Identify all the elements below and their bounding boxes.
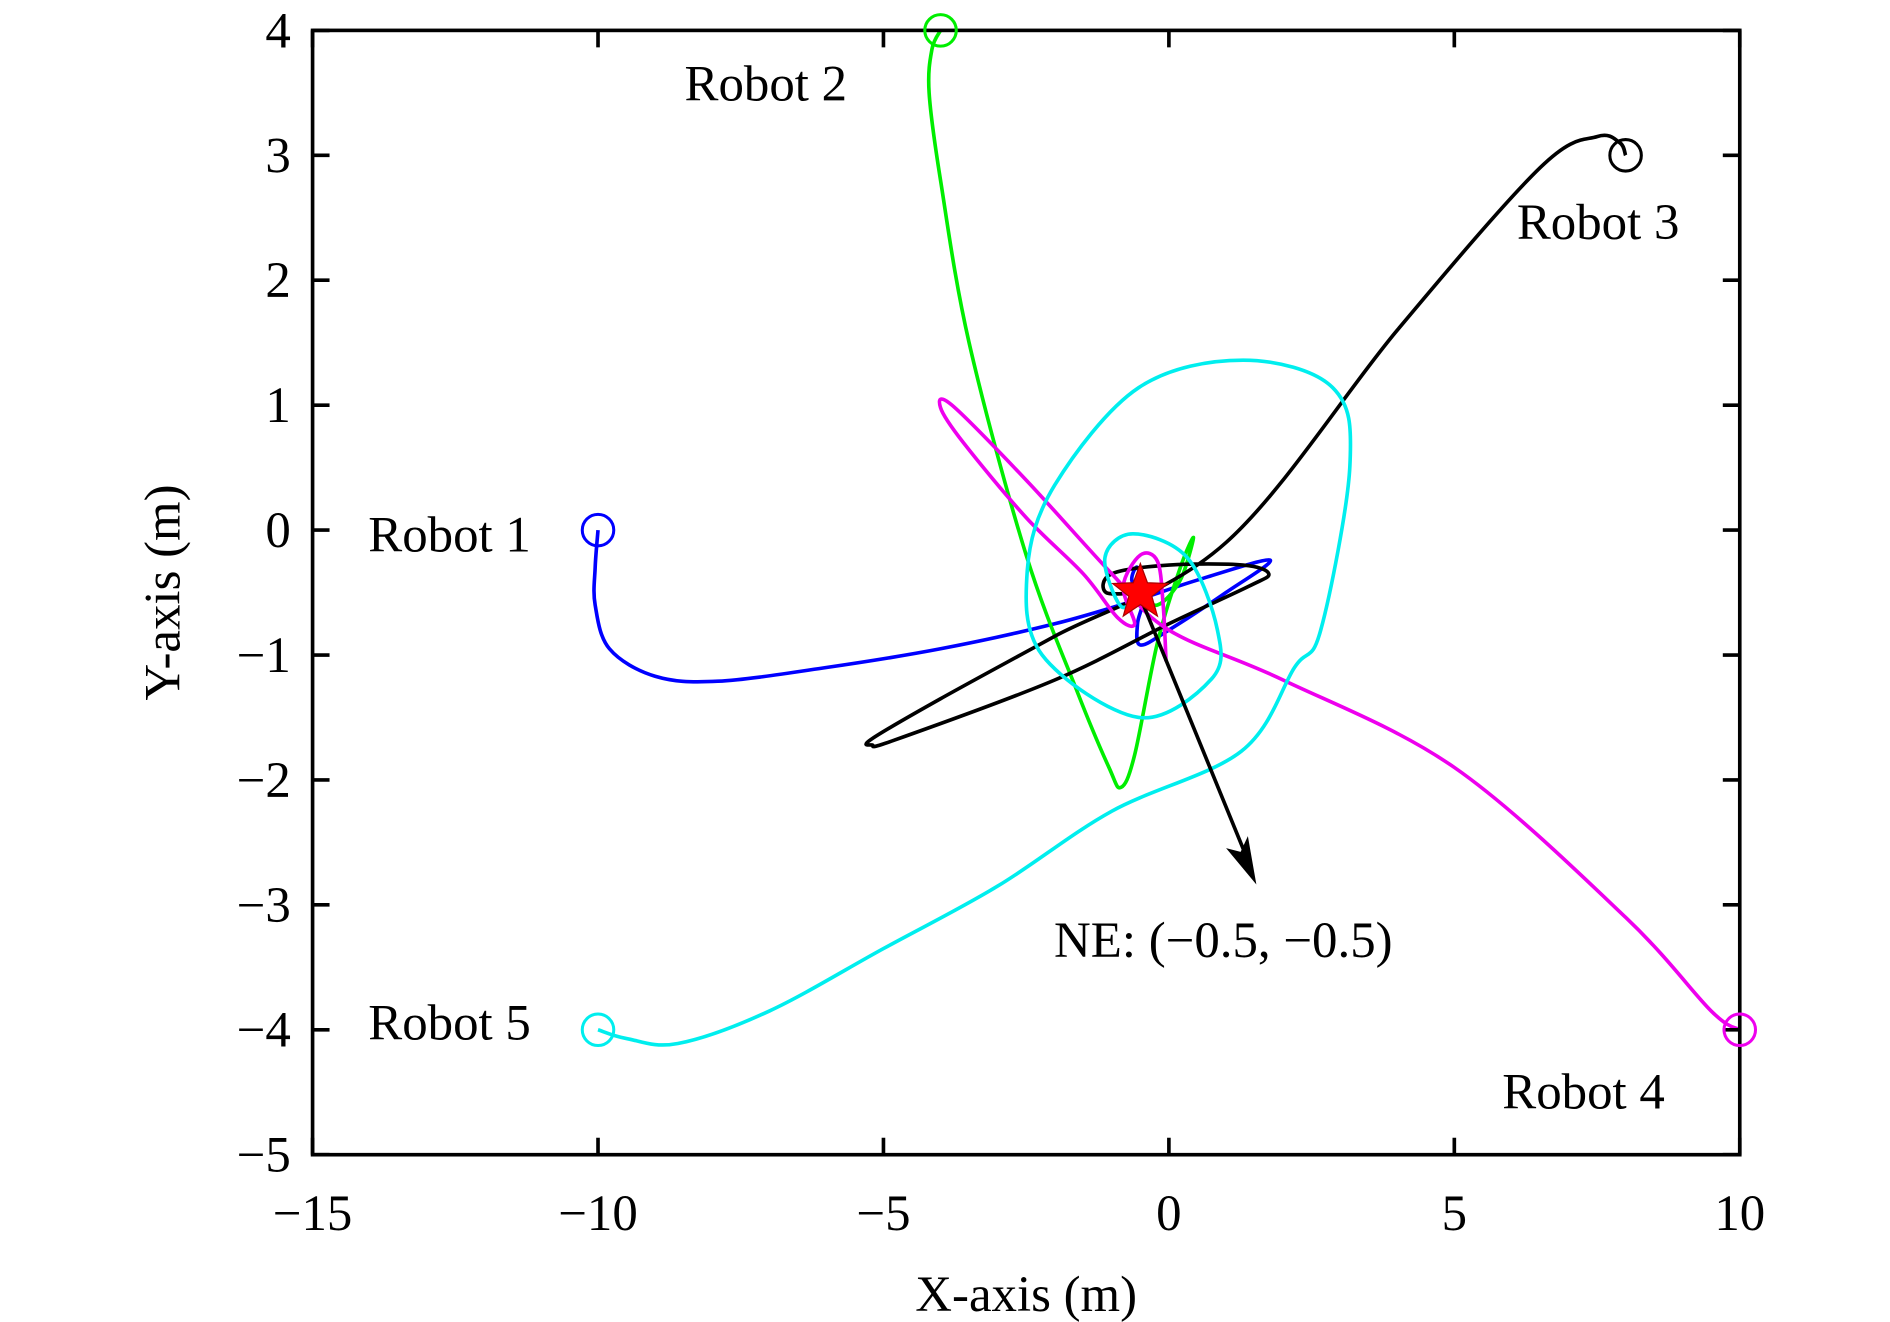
y-tick-label: 2 bbox=[265, 253, 290, 309]
x-tick-label: 5 bbox=[1442, 1186, 1467, 1242]
x-tick-label: −10 bbox=[558, 1186, 638, 1242]
y-tick-label: −4 bbox=[237, 1003, 291, 1059]
start-markers bbox=[580, 13, 1758, 1048]
ne-label: NE: (−0.5, −0.5) bbox=[1054, 913, 1393, 969]
trajectory-robot-5 bbox=[597, 358, 1353, 1047]
label-robot-1: Robot 1 bbox=[368, 507, 531, 563]
y-tick-label: 4 bbox=[265, 3, 290, 59]
x-axis-label: X-axis (m) bbox=[915, 1267, 1137, 1322]
x-tick-label: 10 bbox=[1714, 1186, 1765, 1242]
y-tick-label: −2 bbox=[237, 753, 291, 809]
trajectory-robot-2 bbox=[926, 29, 1196, 790]
start-marker-robot-4 bbox=[1722, 1012, 1758, 1048]
y-tick-label: −1 bbox=[237, 628, 291, 684]
start-marker-robot-2 bbox=[923, 13, 958, 48]
ne-arrowhead-icon bbox=[1226, 836, 1257, 885]
x-tick-label: 0 bbox=[1156, 1186, 1181, 1242]
y-tick-label: 3 bbox=[265, 128, 290, 184]
start-marker-robot-3 bbox=[1608, 138, 1643, 173]
y-tick-label: −3 bbox=[237, 878, 291, 934]
label-robot-2: Robot 2 bbox=[685, 57, 848, 113]
label-robot-5: Robot 5 bbox=[368, 996, 531, 1052]
trajectory-robot-4 bbox=[937, 397, 1741, 1032]
y-tick-label: 0 bbox=[265, 503, 290, 559]
ne-arrow-shaft bbox=[1137, 593, 1250, 861]
y-tick-label: −5 bbox=[237, 1128, 291, 1184]
trajectories bbox=[592, 29, 1741, 1047]
start-marker-robot-5 bbox=[580, 1012, 616, 1048]
x-tick-label: −15 bbox=[273, 1186, 353, 1242]
x-tick-label: −5 bbox=[856, 1186, 910, 1242]
y-axis-label: Y-axis (m) bbox=[135, 484, 191, 700]
ne-star-icon bbox=[1111, 561, 1170, 618]
y-tick-label: 1 bbox=[265, 378, 290, 434]
trajectory-robot-3 bbox=[864, 133, 1628, 749]
plot-frame bbox=[310, 28, 1742, 1157]
start-marker-robot-1 bbox=[580, 512, 616, 548]
label-robot-4: Robot 4 bbox=[1502, 1065, 1665, 1121]
label-robot-3: Robot 3 bbox=[1517, 195, 1680, 251]
